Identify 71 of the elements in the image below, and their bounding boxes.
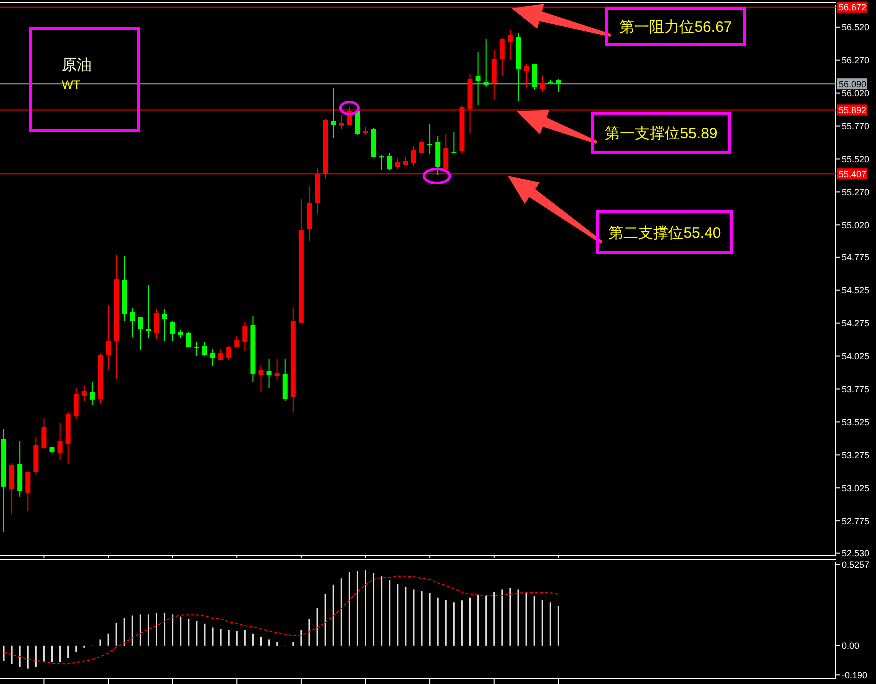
y-tick-label: 53.025 xyxy=(842,483,870,494)
y-tick-label: 56.270 xyxy=(842,56,870,66)
candlestick xyxy=(242,322,248,352)
candlestick xyxy=(194,342,200,357)
y-tick-label: 55.270 xyxy=(842,187,870,198)
candlestick xyxy=(146,284,152,339)
candlestick xyxy=(500,38,505,77)
candlestick xyxy=(202,342,208,357)
candlestick xyxy=(82,385,87,402)
y-tick-label: 0.00 xyxy=(842,641,860,652)
y-tick-label: 55.020 xyxy=(842,220,870,230)
annotation: 原油 xyxy=(62,57,92,74)
candlestick xyxy=(26,471,31,512)
annotation: 第一阻力位56.67 xyxy=(620,19,732,36)
candlestick xyxy=(420,140,425,154)
candlestick xyxy=(540,74,546,93)
candlestick xyxy=(387,152,392,171)
y-tick-label: 56.020 xyxy=(842,88,870,99)
candlestick xyxy=(106,304,112,371)
candlestick xyxy=(266,358,272,389)
ref-line-label: 56.672 xyxy=(839,2,867,13)
candlestick xyxy=(428,124,433,155)
y-tick-label: 52.775 xyxy=(842,516,870,526)
candlestick xyxy=(508,30,513,61)
candlestick xyxy=(524,64,530,88)
candlestick xyxy=(411,146,416,167)
candlestick xyxy=(355,110,360,136)
candlestick xyxy=(339,114,344,130)
y-tick-label: 54.775 xyxy=(842,252,870,263)
y-tick-label: 52.530 xyxy=(842,548,870,559)
annotation: 第一支撑位55.89 xyxy=(605,125,718,142)
y-tick-label: 0.5257 xyxy=(842,560,870,570)
ref-line-label: 55.892 xyxy=(839,105,867,116)
candlestick xyxy=(532,64,538,91)
y-tick-label: 55.520 xyxy=(842,154,870,164)
y-tick-label: 54.525 xyxy=(842,286,870,296)
candlestick xyxy=(154,308,160,340)
y-tick-label: 54.275 xyxy=(842,318,870,329)
candlestick xyxy=(274,358,280,381)
candlestick xyxy=(58,422,63,461)
candlestick xyxy=(10,463,15,515)
y-tick-label: 55.770 xyxy=(842,121,870,132)
line-series xyxy=(4,576,560,665)
y-tick-label: -0.190 xyxy=(842,670,868,680)
candlestick xyxy=(90,382,95,406)
candlestick xyxy=(170,320,176,342)
candlestick xyxy=(186,332,192,348)
candlestick xyxy=(210,348,216,367)
ref-line-label: 56.090 xyxy=(839,79,867,90)
candlestick xyxy=(444,134,449,170)
candlestick xyxy=(130,308,136,338)
candlestick xyxy=(476,52,481,106)
candlestick xyxy=(258,364,264,393)
candlestick xyxy=(162,308,168,342)
y-tick-label: 53.275 xyxy=(842,450,870,460)
candlestick xyxy=(379,155,384,171)
y-tick-label: 56.520 xyxy=(842,22,870,33)
y-tick-label: 53.525 xyxy=(842,417,870,428)
candlestick xyxy=(226,346,232,361)
candlestick xyxy=(218,348,224,361)
candlestick xyxy=(74,388,79,420)
candlestick xyxy=(484,38,489,88)
candlestick xyxy=(42,418,47,450)
annotation: 第二支撑位55.40 xyxy=(608,225,722,242)
candlestick xyxy=(452,132,457,154)
y-tick-label: 54.025 xyxy=(842,351,870,362)
candlestick xyxy=(234,336,240,348)
candlestick xyxy=(395,158,400,170)
candlestick xyxy=(138,316,144,351)
ref-line-label: 55.407 xyxy=(839,169,867,180)
y-tick-label: 53.775 xyxy=(842,384,870,394)
